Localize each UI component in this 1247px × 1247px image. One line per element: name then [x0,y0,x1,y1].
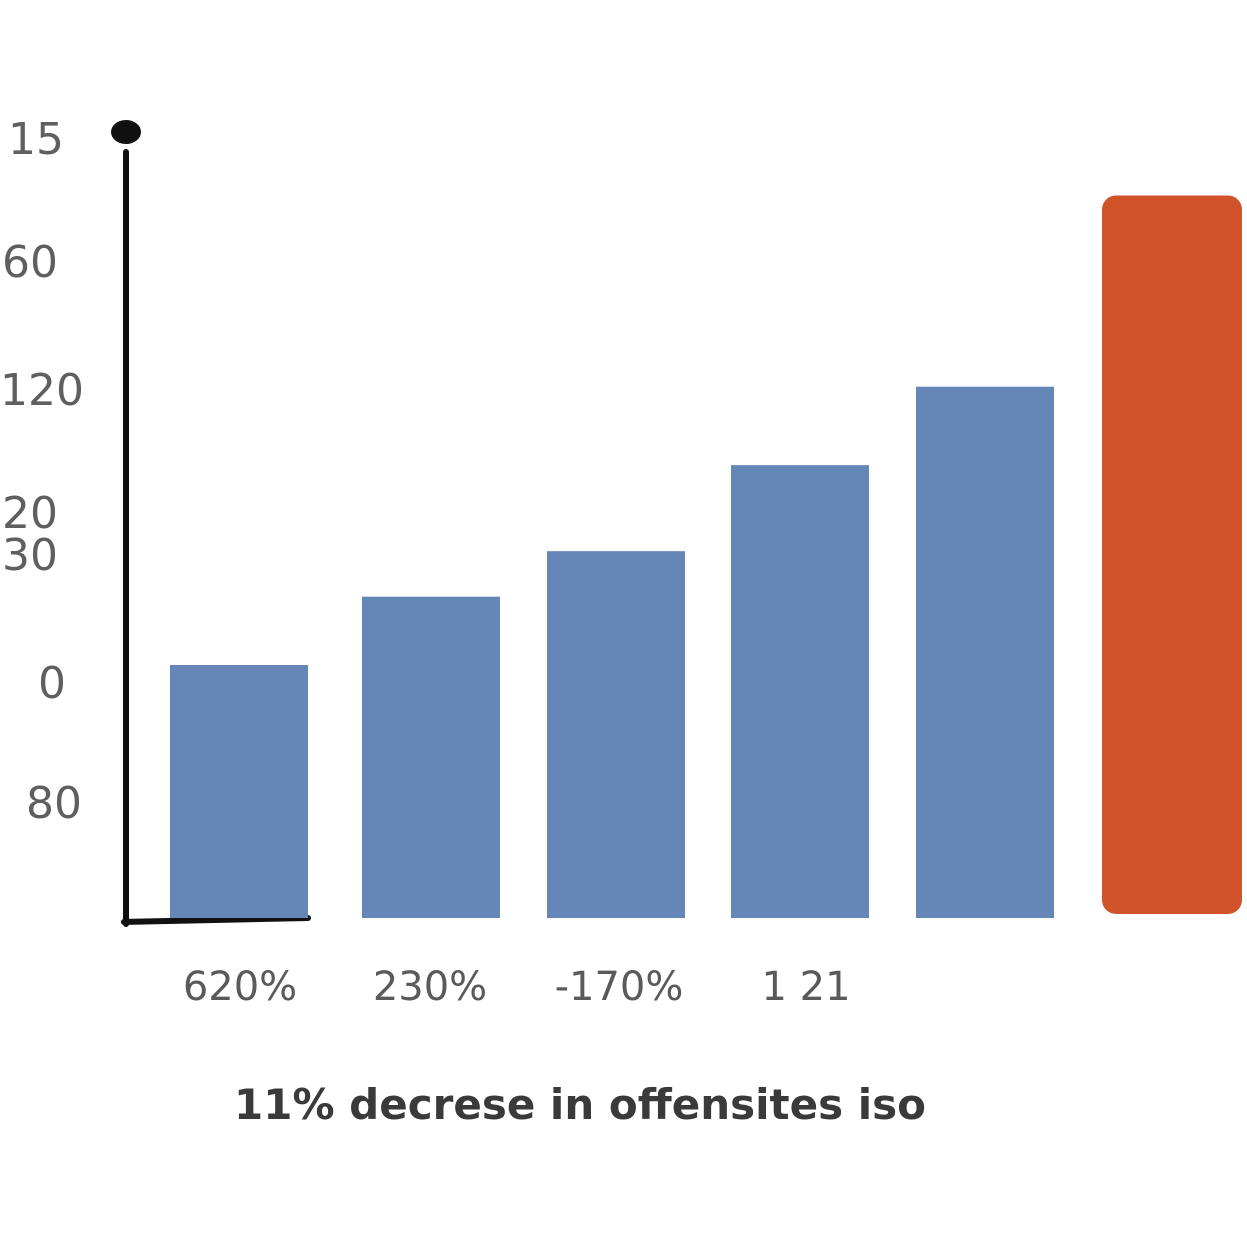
y-axis-cap [111,120,141,144]
x-tick-label: -170% [555,964,684,1010]
y-tick-label: -60 [0,237,58,288]
x-axis-tick-labels: 620% 230% -170% 1 21 [183,964,851,1010]
x-axis-line [121,915,311,925]
bar-6 [1102,195,1242,915]
chart-caption: 11% decrese in offensites iso [234,1080,926,1129]
x-tick-label: 620% [183,964,297,1010]
y-tick-label: 20 [2,488,58,539]
y-tick-label: 15 [8,114,64,165]
x-tick-label: 230% [373,964,487,1010]
bars-group [170,195,1242,918]
x-tick-label: 1 21 [761,964,850,1010]
bar-2 [362,596,500,918]
y-tick-label: 0 [38,658,66,709]
chart-axes [111,120,311,927]
y-tick-label: 120 [0,365,84,416]
y-axis-tick-labels: 15 -60 120 20 30 0 80 [0,114,84,829]
bar-1 [170,665,308,918]
bar-5 [916,386,1054,918]
bar-4 [731,465,869,918]
bar-3 [547,551,685,918]
y-tick-label: 30 [2,530,58,581]
y-tick-label: 80 [26,778,82,829]
